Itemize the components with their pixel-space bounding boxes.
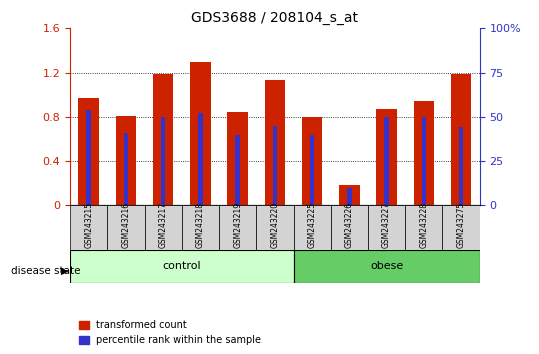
Bar	[273, 126, 277, 205]
FancyBboxPatch shape	[256, 205, 294, 250]
Bar	[153, 74, 174, 205]
Bar	[384, 117, 389, 205]
Text: GSM243216: GSM243216	[121, 202, 130, 248]
Bar	[123, 133, 128, 205]
Bar	[161, 117, 165, 205]
Text: GSM243215: GSM243215	[84, 202, 93, 248]
Bar	[339, 185, 360, 205]
Title: GDS3688 / 208104_s_at: GDS3688 / 208104_s_at	[191, 11, 358, 24]
FancyBboxPatch shape	[219, 205, 256, 250]
Text: GSM243228: GSM243228	[419, 202, 429, 248]
FancyBboxPatch shape	[443, 205, 480, 250]
Text: GSM243275: GSM243275	[457, 202, 466, 249]
Bar	[116, 116, 136, 205]
Bar	[79, 98, 99, 205]
Text: GSM243226: GSM243226	[345, 202, 354, 248]
Text: GSM243227: GSM243227	[382, 202, 391, 248]
Text: GSM243220: GSM243220	[271, 202, 279, 248]
FancyBboxPatch shape	[294, 205, 331, 250]
Bar	[347, 188, 351, 205]
FancyBboxPatch shape	[331, 205, 368, 250]
FancyBboxPatch shape	[107, 205, 144, 250]
Bar	[236, 135, 240, 205]
Text: GSM243217: GSM243217	[158, 202, 168, 248]
Bar	[413, 101, 434, 205]
Bar	[376, 109, 397, 205]
Bar	[421, 117, 426, 205]
FancyBboxPatch shape	[405, 205, 443, 250]
Text: ▶: ▶	[61, 266, 69, 276]
Text: disease state: disease state	[11, 266, 80, 276]
Text: GSM243218: GSM243218	[196, 202, 205, 248]
Bar	[227, 113, 248, 205]
Bar	[451, 74, 471, 205]
FancyBboxPatch shape	[368, 205, 405, 250]
Text: GSM243219: GSM243219	[233, 202, 242, 248]
Bar	[190, 62, 211, 205]
FancyBboxPatch shape	[70, 250, 294, 283]
FancyBboxPatch shape	[294, 250, 480, 283]
Text: obese: obese	[370, 261, 403, 272]
Text: GSM243225: GSM243225	[308, 202, 316, 248]
Legend: transformed count, percentile rank within the sample: transformed count, percentile rank withi…	[75, 316, 265, 349]
Text: control: control	[162, 261, 201, 272]
Bar	[459, 127, 464, 205]
Bar	[302, 117, 322, 205]
Bar	[265, 80, 285, 205]
FancyBboxPatch shape	[70, 205, 107, 250]
FancyBboxPatch shape	[182, 205, 219, 250]
Bar	[310, 135, 314, 205]
FancyBboxPatch shape	[144, 205, 182, 250]
Bar	[86, 110, 91, 205]
Bar	[198, 113, 203, 205]
